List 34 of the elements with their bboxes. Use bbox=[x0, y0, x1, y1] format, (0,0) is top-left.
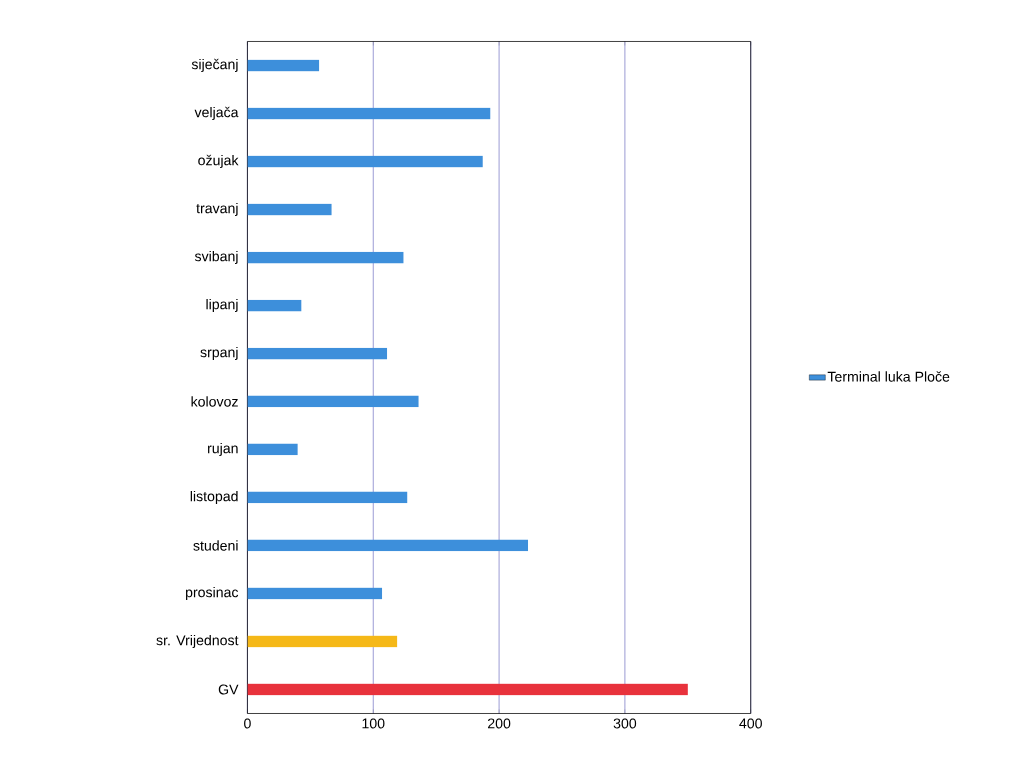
bar bbox=[247, 251, 404, 264]
y-tick-label: sr. Vrijednost bbox=[156, 634, 239, 649]
bar bbox=[247, 443, 298, 456]
y-tick-label: ožujak bbox=[198, 154, 239, 169]
bar bbox=[247, 59, 320, 72]
y-tick-label: rujan bbox=[208, 442, 238, 457]
bar bbox=[247, 491, 408, 504]
y-tick-label: kolovoz bbox=[191, 396, 238, 407]
bar bbox=[247, 347, 388, 360]
y-tick-label: prosinac bbox=[185, 586, 239, 601]
x-tick-label: 300 bbox=[613, 718, 637, 729]
bar bbox=[247, 539, 529, 552]
bar bbox=[247, 155, 483, 168]
bar bbox=[247, 107, 491, 120]
bar bbox=[247, 395, 419, 408]
x-tick-label: 400 bbox=[739, 718, 762, 729]
y-tick-label: travanj bbox=[196, 202, 238, 217]
y-tick-label: lipanj bbox=[206, 298, 238, 313]
y-tick-label: studeni bbox=[193, 540, 238, 551]
y-tick-label: veljača bbox=[194, 106, 239, 121]
bar bbox=[247, 299, 302, 312]
x-tick-label: 200 bbox=[487, 718, 511, 729]
y-tick-label: siječanj bbox=[191, 58, 238, 73]
bar bbox=[247, 635, 398, 648]
bar bbox=[247, 203, 332, 216]
y-tick-label: srpanj bbox=[200, 346, 238, 361]
bar bbox=[247, 683, 688, 696]
x-tick-label: 0 bbox=[244, 718, 251, 729]
y-tick-label: svibanj bbox=[194, 250, 238, 265]
bar bbox=[247, 587, 383, 600]
y-tick-label: GV bbox=[218, 684, 239, 695]
y-tick-label: listopad bbox=[190, 490, 238, 505]
x-tick-label: 100 bbox=[362, 718, 385, 729]
legend-label: Terminal luka Ploče bbox=[827, 371, 950, 382]
